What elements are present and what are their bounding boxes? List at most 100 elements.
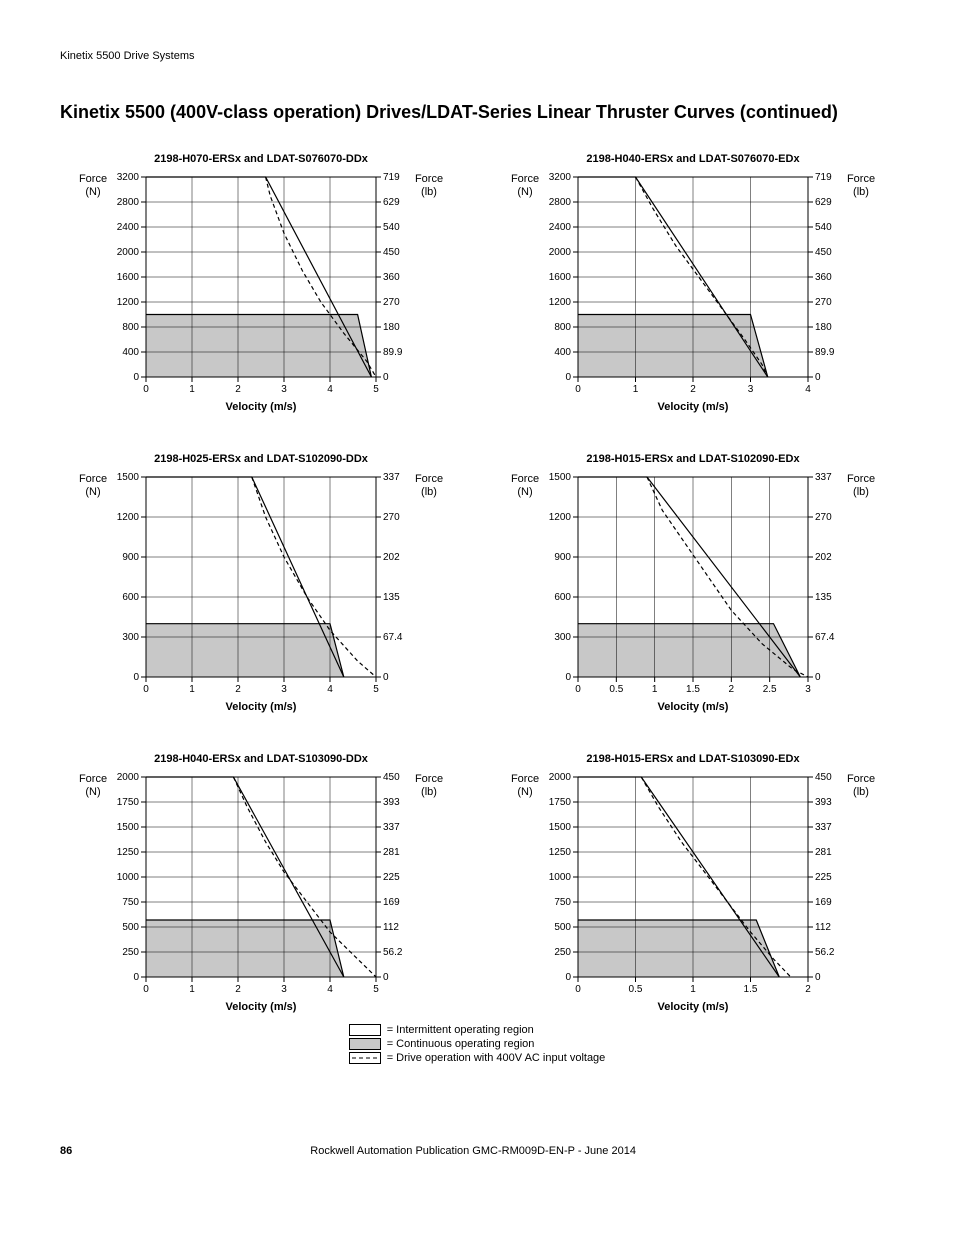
page-title: Kinetix 5500 (400V-class operation) Driv…: [60, 102, 894, 123]
svg-text:800: 800: [554, 322, 571, 333]
svg-text:250: 250: [554, 947, 571, 958]
x-axis-label: Velocity (m/s): [226, 1001, 297, 1013]
svg-text:250: 250: [122, 947, 139, 958]
svg-text:281: 281: [383, 847, 400, 858]
svg-text:300: 300: [554, 632, 571, 643]
svg-text:0: 0: [565, 972, 571, 983]
svg-text:0: 0: [133, 972, 139, 983]
svg-text:450: 450: [815, 772, 832, 783]
svg-text:1.5: 1.5: [686, 684, 700, 695]
svg-text:5: 5: [373, 984, 379, 995]
svg-text:0: 0: [383, 672, 389, 683]
svg-text:1: 1: [633, 384, 639, 395]
svg-text:360: 360: [815, 272, 832, 283]
svg-text:0: 0: [575, 684, 581, 695]
svg-text:337: 337: [815, 822, 832, 833]
chart-svg: 00.511.522.53030060090012001500067.41352…: [544, 471, 842, 699]
svg-text:4: 4: [327, 684, 333, 695]
svg-text:1500: 1500: [549, 822, 572, 833]
chart-svg: 00.511.520250500750100012501500175020000…: [544, 771, 842, 999]
svg-text:67.4: 67.4: [815, 632, 835, 643]
svg-text:0.5: 0.5: [609, 684, 623, 695]
chart-title: 2198-H040-ERSx and LDAT-S076070-EDx: [586, 153, 799, 165]
svg-text:2.5: 2.5: [763, 684, 777, 695]
svg-text:3200: 3200: [549, 172, 572, 183]
svg-text:112: 112: [383, 922, 399, 933]
svg-text:1600: 1600: [117, 272, 140, 283]
legend: = Intermittent operating region = Contin…: [349, 1023, 606, 1065]
y-axis-label-left: Force(N): [508, 771, 542, 799]
svg-text:0: 0: [815, 972, 821, 983]
svg-text:0: 0: [815, 372, 821, 383]
svg-text:270: 270: [815, 297, 832, 308]
x-axis-label: Velocity (m/s): [658, 701, 729, 713]
svg-text:450: 450: [815, 247, 832, 258]
svg-text:4: 4: [327, 984, 333, 995]
svg-text:2: 2: [235, 384, 241, 395]
legend-drive-400v: = Drive operation with 400V AC input vol…: [349, 1052, 606, 1064]
svg-text:135: 135: [383, 592, 400, 603]
svg-text:270: 270: [383, 297, 400, 308]
svg-text:1250: 1250: [549, 847, 572, 858]
svg-text:0: 0: [565, 672, 571, 683]
svg-text:360: 360: [383, 272, 400, 283]
svg-text:1: 1: [690, 984, 696, 995]
svg-text:393: 393: [815, 797, 832, 808]
svg-text:2: 2: [729, 684, 735, 695]
legend-continuous: = Continuous operating region: [349, 1038, 535, 1050]
svg-text:1600: 1600: [549, 272, 572, 283]
svg-text:1750: 1750: [117, 797, 140, 808]
svg-text:2400: 2400: [117, 222, 140, 233]
svg-text:67.4: 67.4: [383, 632, 403, 643]
svg-text:169: 169: [383, 897, 400, 908]
svg-text:281: 281: [815, 847, 832, 858]
page-number: 86: [60, 1145, 72, 1157]
svg-text:2: 2: [235, 984, 241, 995]
svg-text:500: 500: [122, 922, 139, 933]
svg-text:719: 719: [383, 172, 400, 183]
swatch-continuous: [349, 1038, 381, 1050]
svg-text:202: 202: [815, 552, 832, 563]
y-axis-label-left: Force(N): [76, 471, 110, 499]
svg-text:89.9: 89.9: [815, 347, 835, 358]
svg-text:2: 2: [235, 684, 241, 695]
y-axis-label-left: Force(N): [508, 171, 542, 199]
svg-text:1: 1: [189, 684, 195, 695]
svg-text:0.5: 0.5: [629, 984, 643, 995]
svg-text:1000: 1000: [549, 872, 572, 883]
y-axis-label-right: Force(lb): [844, 171, 878, 199]
svg-text:629: 629: [383, 197, 400, 208]
svg-text:135: 135: [815, 592, 832, 603]
svg-text:337: 337: [383, 472, 400, 483]
svg-text:2800: 2800: [117, 197, 140, 208]
svg-text:629: 629: [815, 197, 832, 208]
svg-text:225: 225: [815, 872, 832, 883]
legend-drive-label: = Drive operation with 400V AC input vol…: [387, 1052, 606, 1064]
svg-text:900: 900: [554, 552, 571, 563]
svg-text:2400: 2400: [549, 222, 572, 233]
svg-text:393: 393: [383, 797, 400, 808]
legend-continuous-label: = Continuous operating region: [387, 1038, 535, 1050]
chart-title: 2198-H025-ERSx and LDAT-S102090-DDx: [154, 453, 368, 465]
svg-text:2: 2: [805, 984, 811, 995]
svg-text:202: 202: [383, 552, 400, 563]
chart-svg: 0123450400800120016002000240028003200089…: [112, 171, 410, 399]
y-axis-label-left: Force(N): [76, 771, 110, 799]
svg-text:1: 1: [189, 984, 195, 995]
svg-text:600: 600: [122, 592, 139, 603]
svg-text:4: 4: [805, 384, 811, 395]
svg-text:2: 2: [690, 384, 696, 395]
chart-svg: 012340400800120016002000240028003200089.…: [544, 171, 842, 399]
svg-text:2000: 2000: [117, 772, 140, 783]
y-axis-label-right: Force(lb): [844, 471, 878, 499]
svg-text:1.5: 1.5: [744, 984, 758, 995]
svg-text:0: 0: [815, 672, 821, 683]
svg-text:1200: 1200: [117, 512, 140, 523]
svg-text:1: 1: [652, 684, 658, 695]
svg-text:225: 225: [383, 872, 400, 883]
svg-text:2800: 2800: [549, 197, 572, 208]
chart-0: 2198-H070-ERSx and LDAT-S076070-DDx Forc…: [60, 153, 462, 413]
y-axis-label-left: Force(N): [76, 171, 110, 199]
svg-text:0: 0: [565, 372, 571, 383]
svg-text:2000: 2000: [117, 247, 140, 258]
